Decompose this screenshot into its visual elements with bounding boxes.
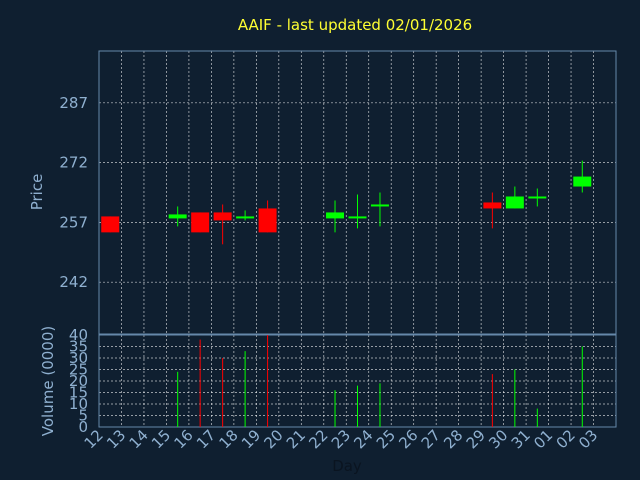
- candle-body: [370, 204, 389, 207]
- candle-body: [573, 176, 592, 187]
- candle-12: [101, 216, 120, 233]
- price-tick-label: 287: [59, 94, 88, 112]
- candle-31: [528, 188, 547, 207]
- candle-29: [483, 192, 502, 229]
- candle-24: [370, 192, 389, 227]
- x-axis-label: Day: [332, 457, 362, 475]
- volume-series: [177, 335, 583, 427]
- price-panel-frame: [98, 50, 617, 335]
- volume-tick-label: 35: [69, 338, 88, 356]
- volume-tick-label: 20: [69, 372, 88, 390]
- candle-body: [258, 208, 277, 233]
- day-tick-label: 03: [575, 426, 601, 452]
- volume-tick-label: 25: [69, 361, 88, 379]
- candle-body: [505, 196, 524, 209]
- volume-tick-label: 5: [78, 407, 88, 425]
- price-gridlines: [99, 51, 616, 334]
- candle-body: [528, 196, 547, 199]
- candle-series: [101, 160, 592, 245]
- volume-gridlines: [99, 335, 616, 427]
- candle-body: [236, 216, 255, 219]
- candle-18: [236, 210, 255, 221]
- price-tick-label: 242: [59, 273, 88, 291]
- candle-30: [505, 186, 524, 209]
- volume-tick-label: 15: [69, 384, 88, 402]
- price-axis-label: Price: [28, 174, 46, 211]
- candle-body: [191, 212, 210, 233]
- candle-body: [326, 212, 345, 219]
- price-tick-label: 257: [59, 213, 88, 231]
- volume-tick-label: 10: [69, 395, 88, 413]
- volume-tick-label: 40: [69, 326, 88, 344]
- candle-body: [213, 212, 232, 221]
- candle-19: [258, 200, 277, 233]
- candle-17: [213, 204, 232, 245]
- candle-02: [573, 160, 592, 193]
- chart-title: AAIF - last updated 02/01/2026: [238, 16, 472, 34]
- price-frame-rect: [98, 50, 617, 335]
- candle-15: [168, 206, 187, 227]
- price-tick-label: 272: [59, 154, 88, 172]
- candle-22: [326, 200, 345, 233]
- volume-tick-label: 30: [69, 349, 88, 367]
- day-tick-labels: 1213141516171819202122232425262728293031…: [81, 426, 602, 452]
- candle-16: [191, 212, 210, 233]
- price-tick-labels: 242 257 272 287: [59, 94, 88, 291]
- volume-tick-label: 0: [78, 418, 88, 436]
- candle-23: [348, 194, 367, 229]
- candle-body: [101, 216, 120, 233]
- volume-axis-label: Volume (0000): [39, 326, 57, 436]
- candle-body: [168, 214, 187, 219]
- candle-body: [348, 216, 367, 219]
- candle-body: [483, 202, 502, 209]
